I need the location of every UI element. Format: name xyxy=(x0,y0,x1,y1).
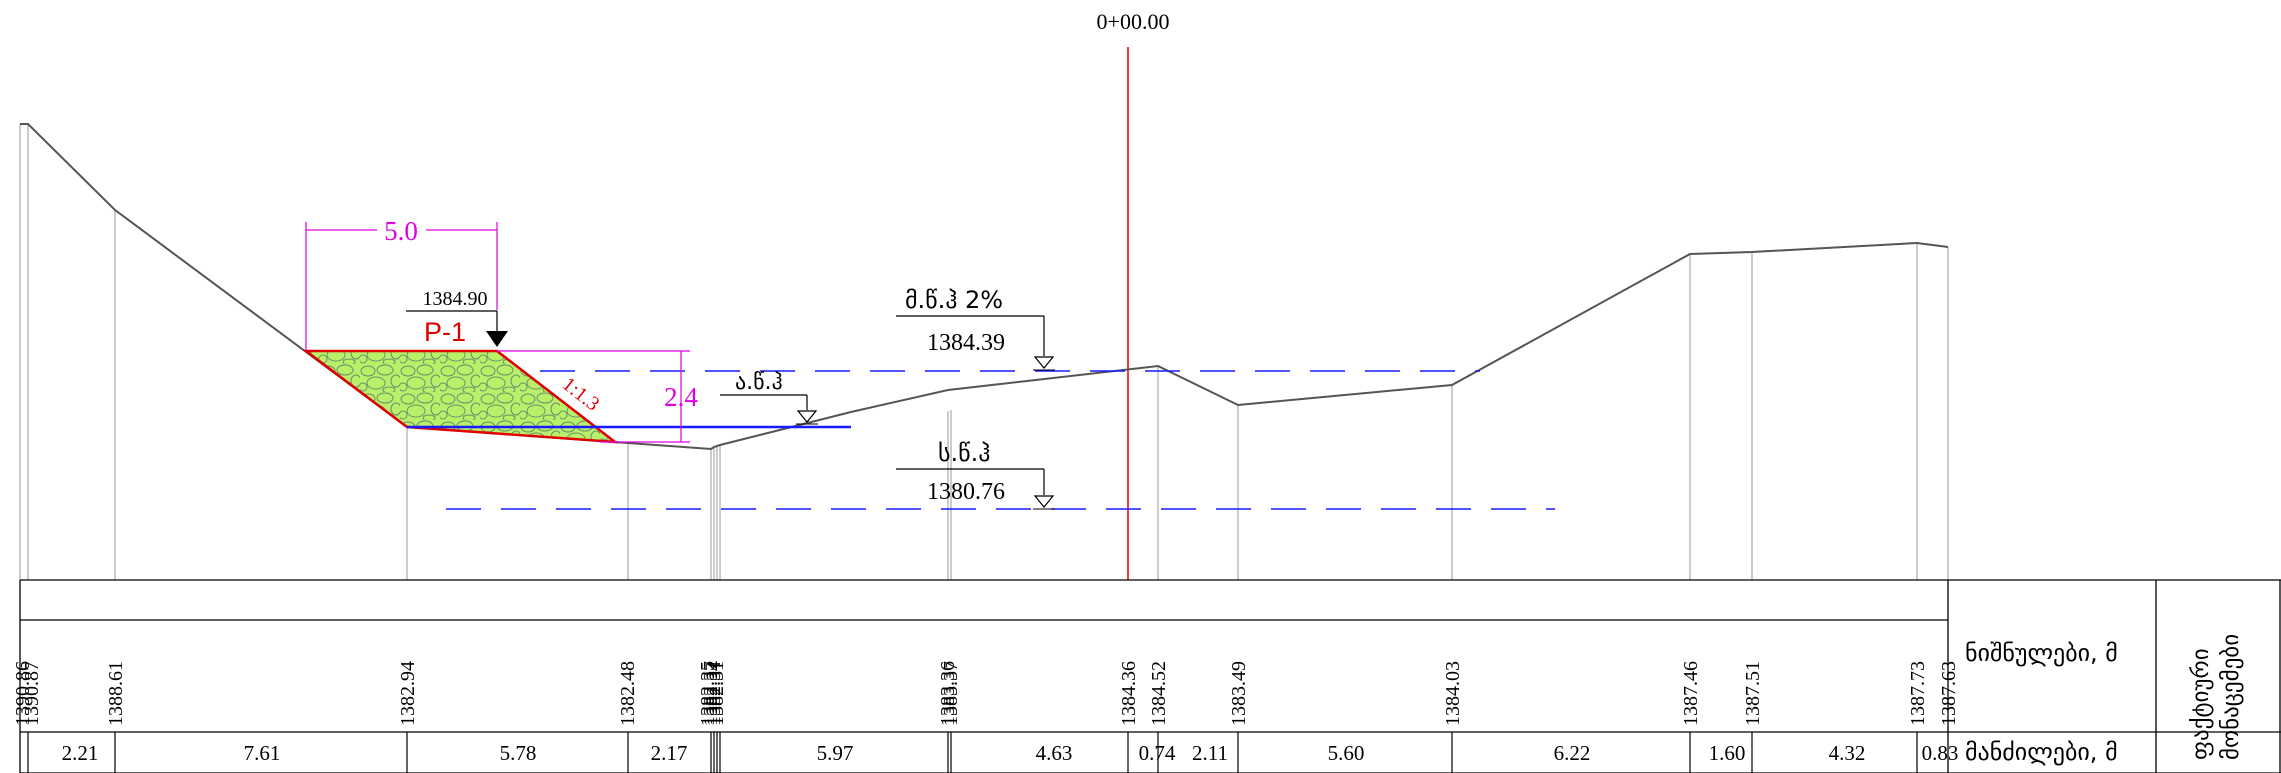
distance-label: 2.11 xyxy=(1192,741,1228,765)
low-water-marker-icon xyxy=(796,410,818,423)
elevation-label: 1382.94 xyxy=(397,661,419,726)
station-label: 0+00.00 xyxy=(1097,9,1170,34)
elevation-label: 1387.63 xyxy=(1938,661,1960,726)
distance-label: 5.60 xyxy=(1328,741,1365,765)
elevation-label: 1384.52 xyxy=(1148,661,1170,726)
data-table-frame xyxy=(19,579,2281,773)
flood-level-label: მ.წ.ჰ 2% xyxy=(905,286,1003,314)
width-dimension-value: 5.0 xyxy=(384,216,418,246)
flood-level-marker-icon xyxy=(1033,356,1055,369)
elevations-header: ნიშნულები, მ xyxy=(1965,639,2118,667)
grid-verticals xyxy=(19,124,1949,580)
distance-labels: 2.21 7.61 5.78 2.17 5.97 4.63 0.74 2.11 … xyxy=(62,741,1959,765)
design-water-value: 1380.76 xyxy=(927,479,1005,505)
elevation-label: 1390.87 xyxy=(21,661,43,726)
top-elevation-value: 1384.90 xyxy=(423,288,488,310)
side-header-line2: მონაცემები xyxy=(2218,634,2244,760)
height-dimension-value: 2.4 xyxy=(664,382,698,412)
distance-label: 0.83 xyxy=(1922,741,1959,765)
profile-name: P-1 xyxy=(424,317,466,347)
height-dimension xyxy=(497,350,690,443)
elevation-label: 1384.03 xyxy=(1442,661,1464,726)
elevation-labels: 1390.86 1390.87 1388.61 1382.94 1382.48 … xyxy=(12,661,1960,726)
distance-label: 5.97 xyxy=(817,741,854,765)
distance-label: 5.78 xyxy=(500,741,537,765)
distance-label: 6.22 xyxy=(1554,741,1591,765)
distance-label: 7.61 xyxy=(244,741,281,765)
width-dimension xyxy=(305,222,498,350)
flood-level-value: 1384.39 xyxy=(927,330,1005,356)
elevation-label: 1387.73 xyxy=(1907,661,1929,726)
distance-label: 2.17 xyxy=(651,741,688,765)
side-header-line1: ფაქტიური xyxy=(2188,648,2214,760)
elevation-label: 1387.46 xyxy=(1680,661,1702,726)
distance-label: 0.74 xyxy=(1139,741,1176,765)
elevation-label: 1383.37 xyxy=(940,661,962,726)
distance-row-ticks xyxy=(27,732,1918,773)
design-water-label: ს.წ.ჰ xyxy=(938,439,990,467)
distance-label: 1.60 xyxy=(1709,741,1746,765)
distance-label: 4.32 xyxy=(1829,741,1866,765)
elevation-label: 1382.31 xyxy=(706,661,728,726)
elevation-label: 1388.61 xyxy=(105,661,127,726)
elevation-label: 1382.37 xyxy=(700,661,722,726)
low-water-label: ა.წ.ჰ xyxy=(735,370,783,395)
elevation-label: 1387.51 xyxy=(1742,661,1764,726)
distance-label: 2.21 xyxy=(62,741,99,765)
elevation-label: 1382.48 xyxy=(617,661,639,726)
elevation-label: 1383.49 xyxy=(1228,661,1250,726)
design-water-marker-icon xyxy=(1033,495,1055,508)
elevation-label: 1383.36 xyxy=(937,661,959,726)
elevation-label: 1390.86 xyxy=(12,661,34,726)
elevation-label: 1384.36 xyxy=(1118,661,1140,726)
elevation-label: 1382.35 xyxy=(697,661,719,726)
distance-label: 4.63 xyxy=(1036,741,1073,765)
distances-header: მანძილები, მ xyxy=(1965,738,2118,766)
elevation-label: 1382.34 xyxy=(703,661,725,726)
elevation-marker-icon xyxy=(486,331,508,347)
